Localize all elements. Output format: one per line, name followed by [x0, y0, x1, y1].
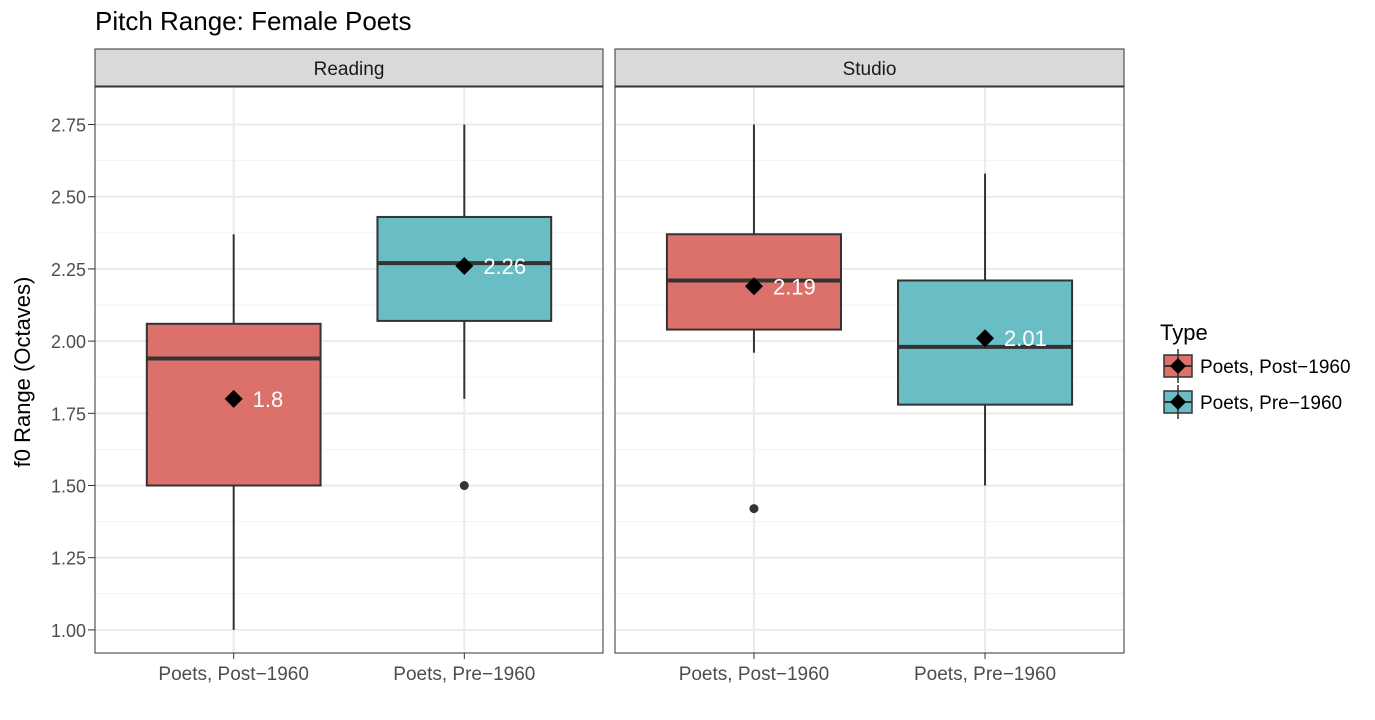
outlier-point	[749, 504, 759, 514]
y-tick-label: 1.25	[51, 549, 86, 569]
y-tick-label: 2.75	[51, 116, 86, 136]
facet-panel-reading: Reading 1.8 2.26 Poets, Post−1960 Poets, Pre…	[94, 48, 604, 685]
facet-strip	[94, 48, 604, 87]
y-tick-label: 2.50	[51, 188, 86, 208]
mean-marker	[976, 329, 995, 348]
mean-label: 2.19	[773, 274, 816, 299]
y-tick-label: 2.00	[51, 332, 86, 352]
x-tick-label: Poets, Post−1960	[158, 664, 309, 685]
mean-marker	[455, 257, 474, 276]
mean-label: 1.8	[253, 387, 284, 412]
panel-border	[614, 86, 1125, 654]
boxplot-pre-1960: 2.01	[897, 173, 1074, 486]
y-tick-label: 1.00	[51, 621, 86, 641]
outlier-point	[459, 481, 469, 491]
y-tick-label: 2.25	[51, 260, 86, 280]
legend-title: Type	[1160, 320, 1208, 345]
y-tick-label: 1.50	[51, 477, 86, 497]
boxplot-post-1960: 2.19	[665, 124, 842, 514]
legend-mean-marker	[1170, 394, 1186, 410]
panel-border	[94, 86, 604, 654]
mean-marker	[744, 277, 763, 296]
y-axis-label: f0 Range (Octaves)	[10, 277, 35, 468]
facet-strip-label: Reading	[314, 59, 385, 80]
mean-label: 2.26	[483, 254, 526, 279]
legend-label: Poets, Post−1960	[1200, 357, 1351, 378]
facet-strip-label: Studio	[843, 59, 897, 80]
legend-label: Poets, Pre−1960	[1200, 393, 1342, 414]
mean-label: 2.01	[1004, 326, 1047, 351]
x-tick-label: Poets, Post−1960	[679, 664, 830, 685]
legend-key-post-1960	[1163, 349, 1193, 383]
legend-mean-marker	[1170, 358, 1186, 374]
facet-panel-studio: Studio 2.19 2.01 Poets, Post−1960 Poets, Pre…	[614, 48, 1125, 685]
boxplot-post-1960: 1.8	[145, 234, 322, 630]
mean-marker	[224, 389, 243, 408]
facet-strip	[614, 48, 1125, 87]
legend-key-pre-1960	[1163, 385, 1193, 419]
x-tick-label: Poets, Pre−1960	[393, 664, 535, 685]
boxplot-pre-1960: 2.26	[376, 124, 553, 491]
x-tick-label: Poets, Pre−1960	[914, 664, 1056, 685]
legend: Type Poets, Post−1960 Poets, Pre−1960	[1160, 320, 1351, 419]
facet-panels: Reading 1.8 2.26 Poets, Post−1960 Poets, Pre…	[94, 48, 1125, 685]
y-tick-label: 1.75	[51, 404, 86, 424]
chart-title: Pitch Range: Female Poets	[95, 6, 412, 36]
y-tick-labels: 1.00 1.25 1.50 1.75 2.00 2.25 2.50 2.75	[51, 116, 95, 641]
